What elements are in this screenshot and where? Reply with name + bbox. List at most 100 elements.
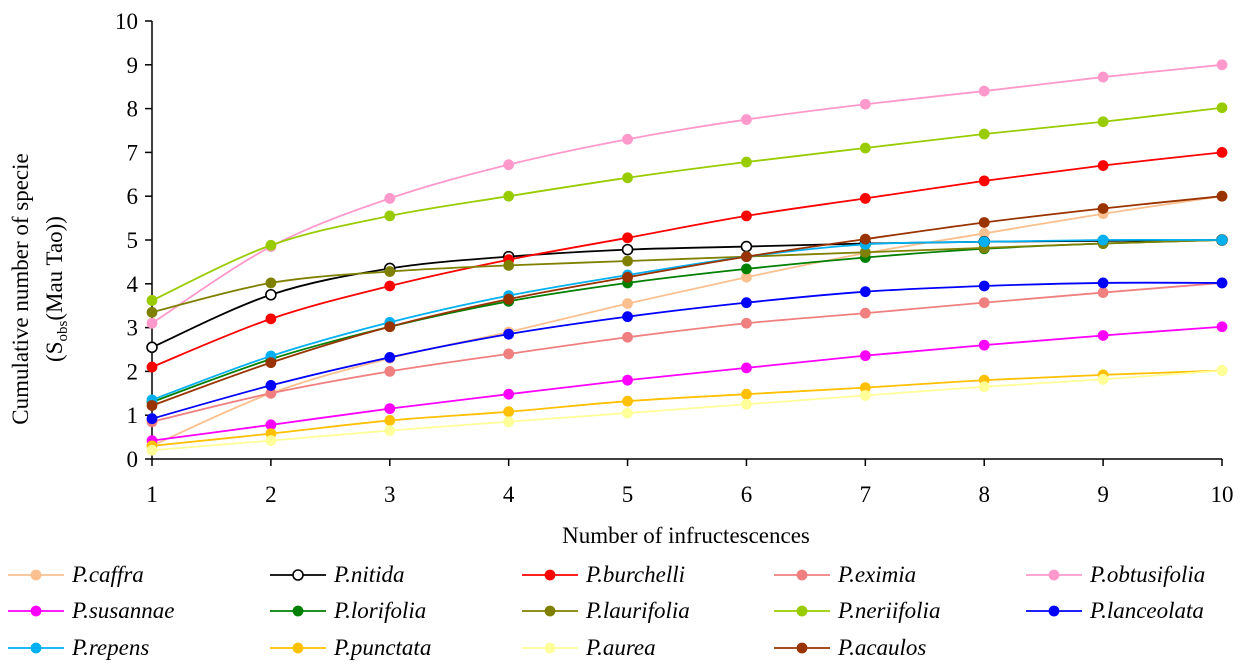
data-point-p-lanceolata — [859, 286, 871, 298]
data-point-p-caffra — [622, 298, 633, 309]
legend-label: P.laurifolia — [585, 598, 690, 623]
legend-item-p-punctata: P.punctata — [270, 635, 431, 660]
data-point-p-aurea — [978, 381, 990, 393]
x-axis-title: Number of infructescences — [562, 523, 810, 548]
legend-swatch-marker — [292, 642, 304, 654]
data-point-p-burchelli — [622, 232, 633, 244]
y-tick-label: 7 — [127, 140, 139, 165]
legend-swatch-marker — [1048, 569, 1060, 581]
series-p-nitida — [146, 234, 1228, 354]
legend-label: P.susannae — [71, 598, 174, 623]
data-point-p-eximia — [503, 348, 515, 360]
series-line-p-acaulos — [151, 195, 1223, 407]
data-point-p-eximia — [622, 331, 633, 343]
data-point-p-obtusifolia — [1216, 59, 1228, 71]
series-p-laurifolia — [146, 234, 1228, 318]
x-tick-label: 1 — [146, 482, 158, 507]
y-ticks: 0 1 2 3 4 5 6 7 8 9 10 — [115, 9, 152, 472]
data-point-p-burchelli — [146, 361, 158, 373]
data-point-p-obtusifolia — [741, 114, 752, 125]
legend-item-p-lanceolata: P.lanceolata — [1026, 598, 1204, 623]
legend-item-p-caffra: P.caffra — [8, 562, 144, 587]
data-point-p-susannae — [1216, 321, 1228, 333]
y-tick-label: 9 — [127, 53, 139, 78]
data-point-p-lanceolata — [622, 311, 633, 323]
legend-label: P.repens — [71, 635, 149, 660]
x-ticks: 1 2 3 4 5 6 7 8 9 10 — [146, 459, 1234, 507]
data-point-p-acaulos — [384, 321, 396, 333]
y-axis-title-line2-prefix: (S — [42, 342, 67, 362]
data-point-p-acaulos — [622, 271, 633, 283]
series-line-p-susannae — [151, 325, 1223, 442]
series-p-lanceolata — [146, 277, 1228, 425]
data-point-p-obtusifolia — [859, 98, 871, 110]
series-line-p-eximia — [151, 282, 1223, 423]
legend-swatch-marker — [292, 605, 304, 617]
series-line-p-neriifolia — [151, 106, 1223, 302]
data-point-p-eximia — [741, 317, 752, 329]
series-p-neriifolia — [146, 102, 1228, 306]
data-point-p-punctata — [384, 415, 396, 426]
legend-item-p-burchelli: P.burchelli — [522, 562, 685, 587]
data-point-p-burchelli — [265, 313, 277, 325]
data-point-p-neriifolia — [384, 210, 396, 222]
data-point-p-susannae — [978, 339, 990, 351]
y-axis-title: Cumulative number of specie — [8, 153, 33, 424]
legend-item-p-eximia: P.eximia — [774, 562, 916, 587]
data-point-p-acaulos — [265, 357, 277, 369]
data-point-p-lanceolata — [978, 280, 990, 292]
data-point-p-neriifolia — [265, 239, 277, 251]
legend-swatch-marker — [1048, 605, 1060, 617]
data-point-p-punctata — [622, 395, 633, 407]
data-point-p-nitida — [146, 341, 158, 354]
x-tick-label: 4 — [503, 482, 515, 507]
data-point-p-nitida — [740, 240, 753, 253]
series-p-repens — [146, 234, 1228, 406]
y-tick-label: 0 — [127, 447, 139, 472]
x-tick-label: 10 — [1211, 482, 1234, 507]
legend-item-p-susannae: P.susannae — [8, 598, 174, 623]
series-line-p-lorifolia — [151, 239, 1223, 403]
data-point-p-neriifolia — [1216, 102, 1228, 114]
data-point-p-acaulos — [1216, 190, 1228, 202]
x-tick-label: 2 — [265, 482, 277, 507]
data-point-p-burchelli — [1097, 160, 1109, 171]
x-tick-label: 9 — [1097, 482, 1109, 507]
legend: P.caffra P.nitida P.burchelli P.eximia P.obt… — [8, 562, 1205, 660]
series-line-p-laurifolia — [151, 239, 1223, 314]
legend-swatch-marker — [544, 569, 556, 581]
series-p-caffra — [146, 190, 1228, 452]
legend-swatch-marker — [30, 642, 42, 654]
data-point-p-aurea — [384, 425, 396, 436]
data-point-p-lorifolia — [741, 263, 752, 275]
data-point-p-lanceolata — [741, 297, 752, 309]
data-point-p-laurifolia — [146, 306, 158, 318]
x-tick-label: 5 — [622, 482, 634, 507]
data-point-p-lanceolata — [146, 413, 158, 425]
data-point-p-aurea — [146, 444, 158, 456]
legend-label: P.nitida — [333, 562, 405, 587]
x-tick-label: 6 — [741, 482, 753, 507]
data-point-p-aurea — [503, 416, 515, 428]
y-axis-title-line1: Cumulative number of specie — [8, 153, 33, 424]
series-line-p-nitida — [151, 239, 1223, 349]
data-point-p-acaulos — [1097, 203, 1109, 214]
y-axis-title-line2: (Sobs(Mau Tao)) — [42, 216, 71, 362]
data-point-p-laurifolia — [265, 277, 277, 289]
y-axis-title-second: (Sobs(Mau Tao)) — [42, 216, 71, 362]
series-p-acaulos — [146, 190, 1228, 411]
data-point-p-lanceolata — [1216, 277, 1228, 289]
data-point-p-punctata — [503, 406, 515, 418]
data-point-p-obtusifolia — [1097, 71, 1109, 83]
legend-label: P.obtusifolia — [1089, 562, 1205, 587]
legend-item-p-neriifolia: P.neriifolia — [774, 598, 940, 623]
legend-label: P.caffra — [71, 562, 144, 587]
data-point-p-laurifolia — [384, 266, 396, 277]
data-point-p-obtusifolia — [384, 192, 396, 204]
data-point-p-aurea — [1097, 373, 1109, 385]
data-point-p-acaulos — [741, 251, 752, 263]
data-point-p-acaulos — [978, 217, 990, 228]
series-p-burchelli — [146, 146, 1228, 373]
